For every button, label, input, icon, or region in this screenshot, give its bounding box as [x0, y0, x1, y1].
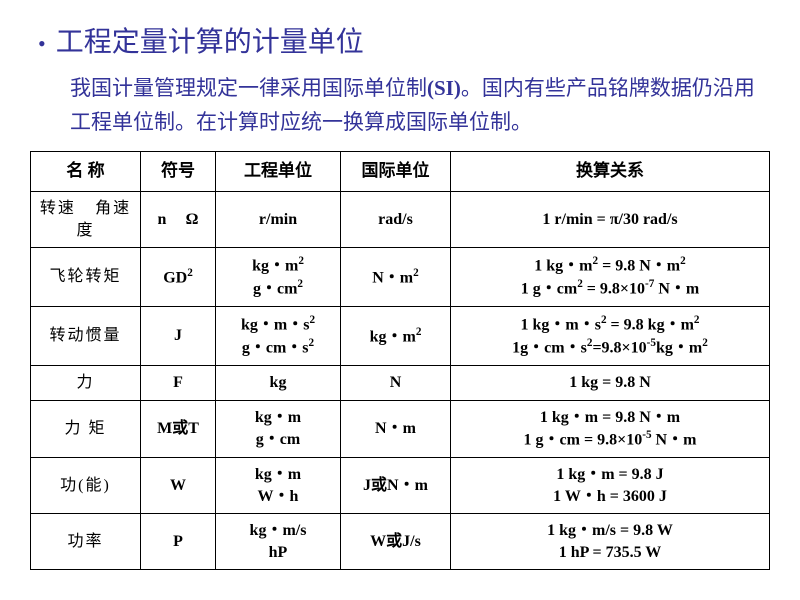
cell-symbol: P: [141, 514, 216, 570]
cell-si-unit: N・m: [341, 400, 451, 458]
cell-eng-unit: kg・m2g・cm2: [216, 248, 341, 307]
table-row: 转速角速度nΩr/minrad/s1 r/min = π/30 rad/s: [31, 192, 770, 248]
cell-name: 转速角速度: [31, 192, 141, 248]
bullet-icon: •: [38, 31, 46, 57]
th-symbol: 符号: [141, 152, 216, 192]
cell-symbol: F: [141, 366, 216, 401]
cell-eng-unit: kg: [216, 366, 341, 401]
cell-conversion: 1 r/min = π/30 rad/s: [451, 192, 770, 248]
th-si: 国际单位: [341, 152, 451, 192]
cell-symbol: nΩ: [141, 192, 216, 248]
units-table: 名 称 符号 工程单位 国际单位 换算关系 转速角速度nΩr/minrad/s1…: [30, 151, 770, 570]
cell-conversion: 1 kg・m・s2 = 9.8 kg・m21g・cm・s2=9.8×10-5kg…: [451, 307, 770, 366]
cell-symbol: J: [141, 307, 216, 366]
cell-eng-unit: kg・mW・h: [216, 458, 341, 514]
table-row: 功(能)Wkg・mW・hJ或N・m1 kg・m = 9.8 J1 W・h = 3…: [31, 458, 770, 514]
table-header-row: 名 称 符号 工程单位 国际单位 换算关系: [31, 152, 770, 192]
table-row: 转动惯量Jkg・m・s2g・cm・s2kg・m21 kg・m・s2 = 9.8 …: [31, 307, 770, 366]
th-eng: 工程单位: [216, 152, 341, 192]
cell-name: 力 矩: [31, 400, 141, 458]
cell-conversion: 1 kg・m2 = 9.8 N・m21 g・cm2 = 9.8×10-7 N・m: [451, 248, 770, 307]
table-row: 功率Pkg・m/shPW或J/s1 kg・m/s = 9.8 W1 hP = 7…: [31, 514, 770, 570]
description-text: 我国计量管理规定一律采用国际单位制(SI)。国内有些产品铭牌数据仍沿用工程单位制…: [70, 72, 770, 139]
cell-symbol: M或T: [141, 400, 216, 458]
page-title: 工程定量计算的计量单位: [56, 20, 364, 60]
cell-name: 功(能): [31, 458, 141, 514]
cell-conversion: 1 kg・m/s = 9.8 W1 hP = 735.5 W: [451, 514, 770, 570]
cell-eng-unit: kg・m/shP: [216, 514, 341, 570]
title-row: • 工程定量计算的计量单位: [30, 20, 770, 60]
cell-eng-unit: r/min: [216, 192, 341, 248]
cell-name: 力: [31, 366, 141, 401]
table-body: 转速角速度nΩr/minrad/s1 r/min = π/30 rad/s飞轮转…: [31, 192, 770, 570]
cell-name: 飞轮转矩: [31, 248, 141, 307]
cell-eng-unit: kg・mg・cm: [216, 400, 341, 458]
cell-conversion: 1 kg・m = 9.8 J1 W・h = 3600 J: [451, 458, 770, 514]
cell-si-unit: N: [341, 366, 451, 401]
cell-eng-unit: kg・m・s2g・cm・s2: [216, 307, 341, 366]
cell-conversion: 1 kg・m = 9.8 N・m1 g・cm = 9.8×10-5 N・m: [451, 400, 770, 458]
cell-conversion: 1 kg = 9.8 N: [451, 366, 770, 401]
th-name: 名 称: [31, 152, 141, 192]
cell-symbol: GD2: [141, 248, 216, 307]
table-row: 飞轮转矩GD2kg・m2g・cm2N・m21 kg・m2 = 9.8 N・m21…: [31, 248, 770, 307]
table-row: 力 矩M或Tkg・mg・cmN・m1 kg・m = 9.8 N・m1 g・cm …: [31, 400, 770, 458]
cell-name: 转动惯量: [31, 307, 141, 366]
th-conv: 换算关系: [451, 152, 770, 192]
cell-si-unit: kg・m2: [341, 307, 451, 366]
cell-si-unit: rad/s: [341, 192, 451, 248]
cell-symbol: W: [141, 458, 216, 514]
cell-si-unit: J或N・m: [341, 458, 451, 514]
table-row: 力FkgN1 kg = 9.8 N: [31, 366, 770, 401]
cell-si-unit: N・m2: [341, 248, 451, 307]
cell-name: 功率: [31, 514, 141, 570]
cell-si-unit: W或J/s: [341, 514, 451, 570]
